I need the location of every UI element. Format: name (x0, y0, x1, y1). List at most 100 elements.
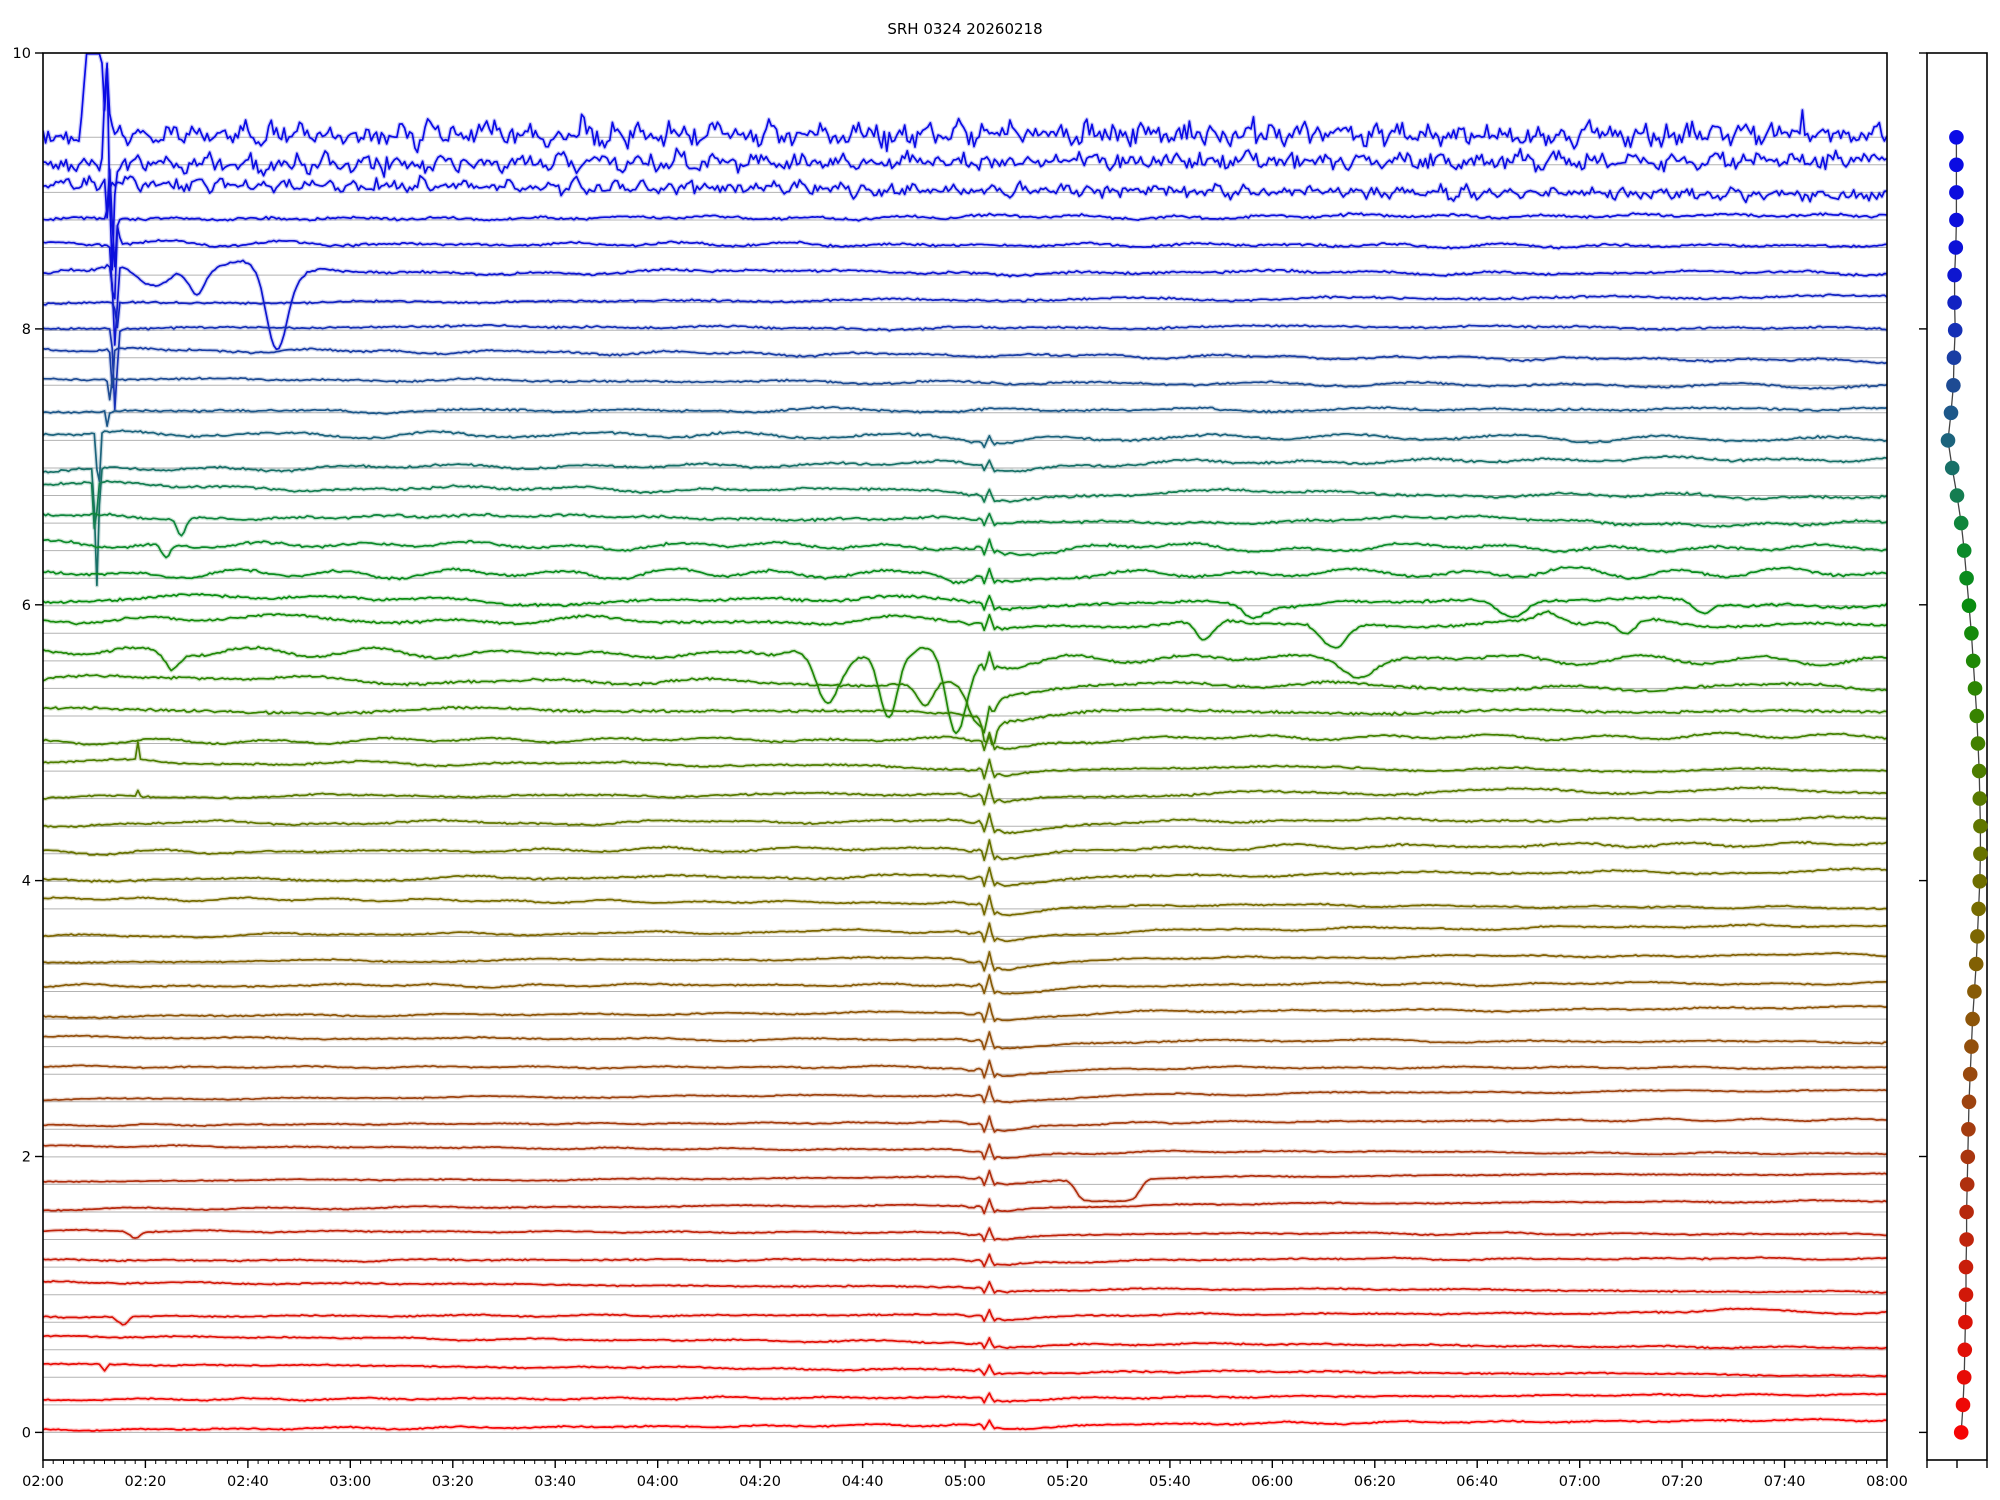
antenna-dot (1959, 1204, 1974, 1220)
trace-line-halo (43, 294, 1887, 327)
x-tick-label: 06:40 (1456, 1474, 1498, 1490)
antenna-dot (1946, 350, 1962, 366)
antenna-dot (1970, 736, 1986, 751)
antenna-dot (1948, 240, 1964, 255)
antenna-dot (1961, 1094, 1977, 1110)
antenna-dot (1947, 322, 1963, 338)
antenna-profile (1940, 130, 1988, 1440)
x-tick-label: 08:00 (1866, 1474, 1908, 1490)
x-tick-label: 02:20 (125, 1474, 167, 1490)
x-tick-label: 04:40 (842, 1474, 884, 1490)
antenna-dot (1955, 1397, 1971, 1413)
x-tick-label: 06:00 (1251, 1474, 1293, 1490)
trace-line (43, 866, 1887, 888)
antenna-dot (1944, 460, 1960, 476)
x-tick-label: 03:20 (432, 1474, 474, 1490)
trace-line-halo (43, 176, 1887, 218)
trace-line-halo (43, 63, 1887, 269)
x-tick-label: 03:00 (329, 1474, 371, 1490)
antenna-dot (1958, 1287, 1974, 1302)
trace-line (43, 225, 1887, 300)
x-tick-label: 05:00 (944, 1474, 986, 1490)
trace-line-halo (43, 430, 1887, 481)
antenna-dot (1940, 433, 1956, 448)
antenna-dot (1961, 598, 1977, 613)
antenna-dot (1953, 515, 1969, 531)
antenna-dot (1949, 130, 1964, 145)
trace-line (43, 783, 1887, 806)
antenna-dot (1947, 295, 1962, 310)
y-tick-label: 8 (22, 322, 31, 338)
antenna-dot (1972, 791, 1988, 806)
antenna-dot (1960, 1149, 1976, 1165)
antenna-dot (1958, 1314, 1973, 1330)
x-tick-label: 07:40 (1764, 1474, 1806, 1490)
x-axis: 02:00 02:20 02:40 03:00 03:20 03:40 04:00 04:20… (22, 1460, 1908, 1490)
y-tick-label: 0 (22, 1425, 31, 1441)
x-tick-label: 07:00 (1559, 1474, 1601, 1490)
antenna-dot (1967, 984, 1982, 999)
x-tick-label: 04:00 (637, 1474, 679, 1490)
antenna-dot (1949, 212, 1964, 228)
y-axis: 0 2 4 6 8 10 (13, 46, 1927, 1441)
trace-line-halo (43, 514, 1887, 536)
plot-title: SRH 0324 20260218 (887, 20, 1043, 38)
x-tick-label: 07:20 (1661, 1474, 1703, 1490)
antenna-dot (1968, 956, 1984, 972)
antenna-dot (1957, 1342, 1973, 1358)
main-plot-frame (42, 52, 1888, 1461)
x-tick-label: 06:20 (1354, 1474, 1396, 1490)
antenna-dot (1956, 1370, 1972, 1385)
antenna-dot (1958, 1259, 1974, 1275)
antenna-dot (1964, 626, 1979, 641)
antenna-dot (1946, 378, 1961, 393)
x-tick-label: 02:00 (22, 1474, 64, 1490)
antenna-dot (1971, 901, 1986, 917)
trace-line (43, 323, 1887, 411)
antenna-dot (1971, 763, 1987, 779)
gridlines (43, 136, 1887, 1433)
x-tick-label: 04:20 (739, 1474, 781, 1490)
trace-line (43, 429, 1887, 483)
trace-line-halo (43, 742, 1887, 779)
y-tick-label: 10 (13, 46, 31, 62)
antenna-dot (1970, 929, 1985, 944)
trace-line-halo (43, 226, 1887, 298)
antenna-dot (1949, 488, 1965, 503)
y-tick-label: 2 (22, 1150, 31, 1166)
antenna-dot (1973, 818, 1988, 834)
antenna-dot (1972, 874, 1988, 889)
trace-line-halo (43, 611, 1887, 648)
antenna-dot (1961, 1122, 1976, 1137)
antenna-dot (1953, 1425, 1969, 1440)
trace-line-halo (43, 481, 1887, 528)
x-tick-label: 05:40 (1149, 1474, 1191, 1490)
antenna-dot (1959, 570, 1974, 586)
y-tick-label: 6 (22, 598, 31, 614)
antenna-dot (1959, 1232, 1974, 1247)
y-tick-label: 4 (22, 874, 31, 890)
antenna-dot (1969, 708, 1985, 724)
antenna-dot (1956, 543, 1972, 558)
x-tick-label: 03:40 (534, 1474, 576, 1490)
traces (43, 53, 1887, 1431)
trace-line-halo (43, 1171, 1887, 1202)
antenna-dot (1965, 1011, 1980, 1027)
trace-line-halo (43, 675, 1887, 733)
antenna-dot (1965, 653, 1981, 669)
antenna-dot (1947, 267, 1962, 283)
antenna-dot (1949, 185, 1964, 200)
antenna-dot (1943, 405, 1959, 421)
trace-line (43, 455, 1887, 587)
trace-line-halo (43, 456, 1887, 585)
antenna-dot (1962, 1066, 1978, 1082)
right-panel-x-axis (1926, 1460, 1988, 1468)
antenna-dot (1959, 1177, 1975, 1192)
antenna-dot (1973, 846, 1988, 862)
trace-line (43, 479, 1887, 530)
antenna-dot (1964, 1039, 1979, 1054)
x-tick-label: 02:40 (227, 1474, 269, 1490)
